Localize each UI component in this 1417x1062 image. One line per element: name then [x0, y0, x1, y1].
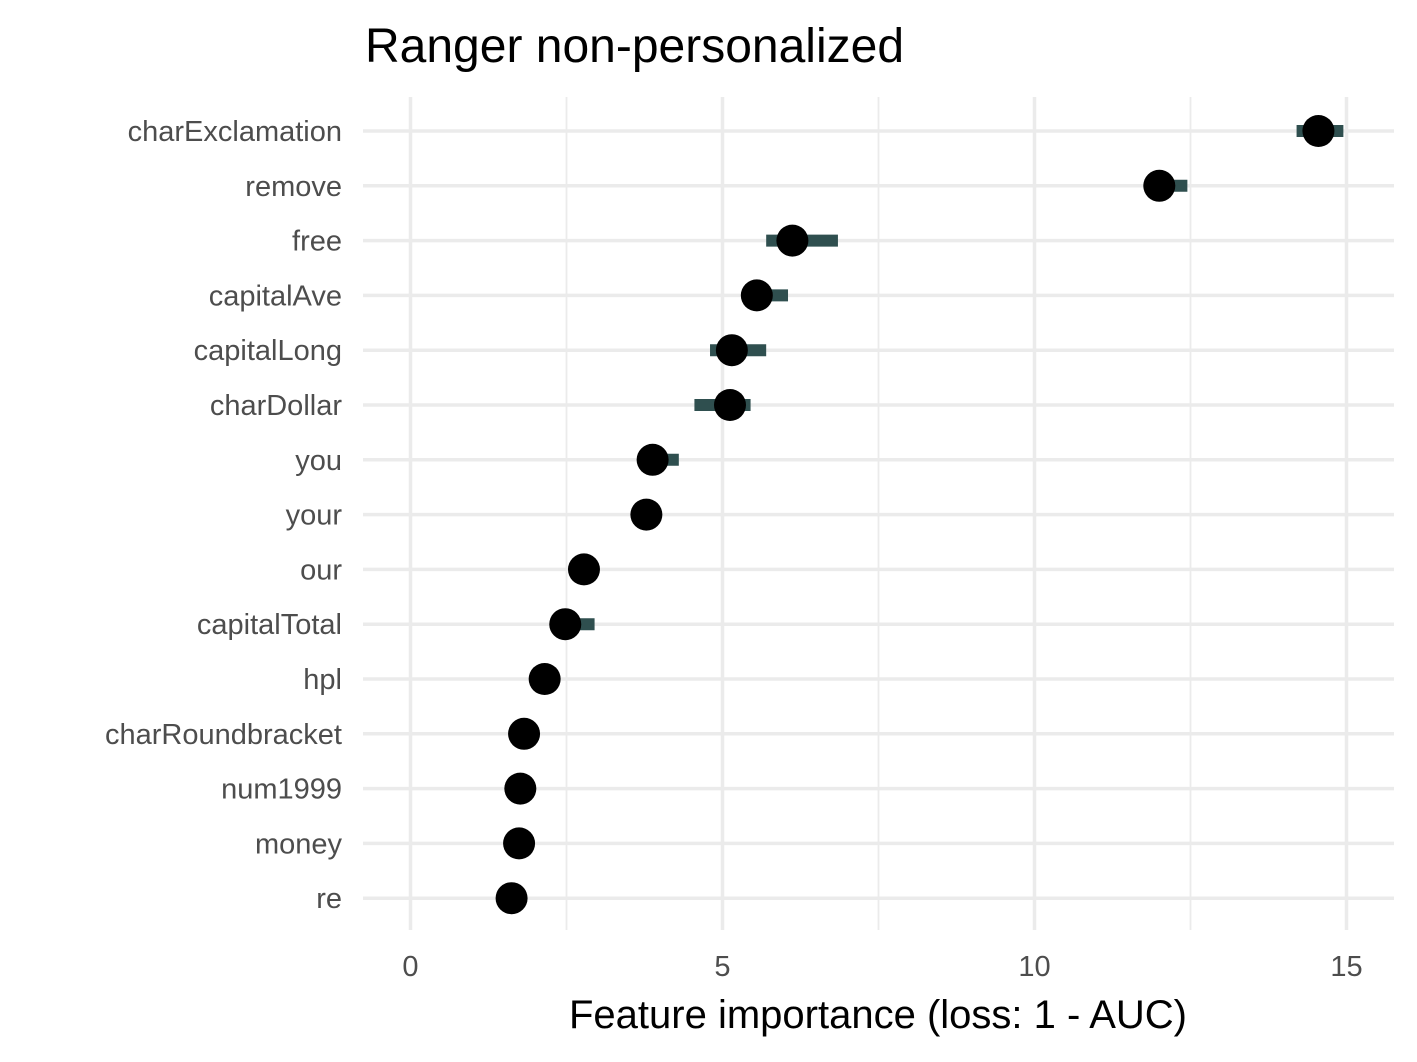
y-tick-label: capitalAve [209, 280, 342, 312]
y-tick-label: our [300, 554, 342, 586]
importance-point [636, 443, 669, 476]
importance-point [630, 498, 663, 531]
importance-point [715, 334, 748, 367]
importance-point [528, 663, 561, 695]
x-tick-label: 0 [402, 951, 418, 983]
x-tick-labels: 0 5 10 15 [402, 951, 1362, 983]
y-tick-label: re [316, 883, 342, 915]
x-tick-label: 10 [1018, 951, 1050, 983]
y-tick-label: charRoundbracket [105, 719, 342, 751]
importance-point [1143, 169, 1176, 202]
y-tick-labels: charExclamation remove free capitalAve capit… [105, 116, 342, 915]
importance-point [1302, 115, 1335, 147]
importance-point [713, 389, 746, 421]
y-tick-label: remove [245, 171, 342, 203]
y-tick-label: hpl [303, 664, 342, 696]
importance-point [776, 224, 809, 257]
importance-point [549, 608, 582, 641]
importance-point [503, 827, 536, 860]
y-tick-label: you [295, 445, 342, 477]
y-tick-label: capitalTotal [197, 609, 342, 641]
y-tick-label: free [292, 226, 342, 258]
point-layer [495, 115, 1335, 915]
importance-point [740, 279, 773, 312]
x-tick-label: 15 [1330, 951, 1362, 983]
x-axis-title: Feature importance (loss: 1 - AUC) [569, 993, 1187, 1037]
importance-point [567, 553, 600, 586]
chart-title: Ranger non-personalized [365, 20, 904, 73]
importance-point [508, 717, 541, 750]
y-tick-label: money [255, 828, 343, 860]
importance-point [495, 882, 528, 915]
x-tick-label: 5 [714, 951, 730, 983]
y-tick-label: charDollar [210, 390, 342, 422]
y-tick-label: capitalLong [194, 335, 342, 367]
importance-point [504, 772, 537, 805]
y-tick-label: your [286, 500, 343, 532]
grid-layer [363, 97, 1394, 930]
y-tick-label: charExclamation [128, 116, 342, 148]
y-tick-label: num1999 [221, 774, 342, 806]
